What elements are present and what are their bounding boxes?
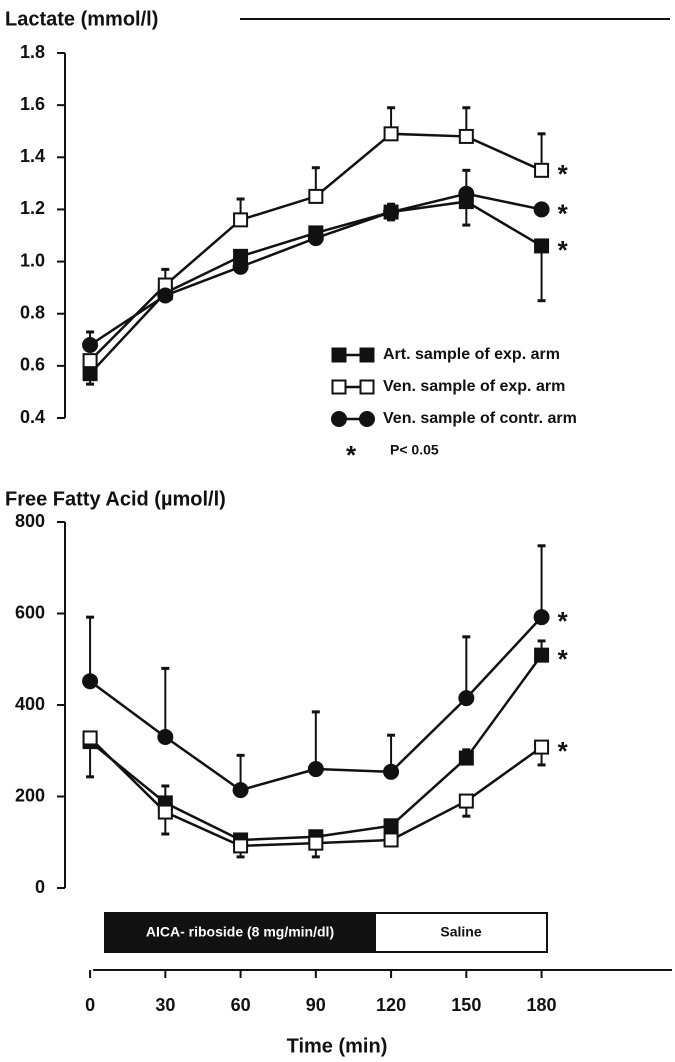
legend-label: P< 0.05 — [390, 442, 439, 458]
chart-title: Lactate (mmol/l) — [5, 8, 158, 30]
significance-marker: * — [558, 159, 569, 189]
legend-marker — [331, 347, 347, 363]
legend-marker — [331, 411, 347, 427]
marker — [534, 647, 550, 663]
y-tick-label: 200 — [15, 785, 45, 805]
legend-marker — [331, 379, 347, 395]
marker — [458, 690, 475, 707]
x-tick-label: 60 — [231, 995, 251, 1015]
legend-label: Ven. sample of exp. arm — [383, 378, 565, 395]
marker — [383, 126, 399, 142]
y-tick-label: 0 — [35, 877, 45, 897]
marker — [534, 162, 550, 178]
legend-marker: * — [346, 440, 357, 470]
marker — [82, 366, 98, 382]
y-tick-label: 0.6 — [20, 355, 45, 375]
significance-marker: * — [558, 736, 569, 766]
significance-marker: * — [558, 606, 569, 636]
marker — [232, 782, 249, 799]
y-tick-label: 1.2 — [20, 198, 45, 218]
x-tick-label: 180 — [527, 995, 557, 1015]
significance-marker: * — [558, 644, 569, 674]
series-line — [89, 192, 542, 347]
treatment-label: Saline — [440, 924, 481, 940]
marker — [307, 230, 324, 247]
marker — [232, 258, 249, 275]
y-tick-label: 1.6 — [20, 94, 45, 114]
y-tick-label: 800 — [15, 511, 45, 531]
marker — [383, 818, 399, 834]
marker — [383, 832, 399, 848]
marker — [533, 201, 550, 218]
marker — [82, 730, 98, 746]
significance-marker: * — [558, 198, 569, 228]
x-tick-label: 90 — [306, 995, 326, 1015]
marker — [533, 609, 550, 626]
marker — [383, 763, 400, 780]
x-tick-label: 150 — [451, 995, 481, 1015]
marker — [307, 761, 324, 778]
y-tick-label: 0.8 — [20, 302, 45, 322]
marker — [308, 188, 324, 204]
significance-marker: * — [558, 235, 569, 265]
y-tick-label: 1.4 — [20, 146, 45, 166]
marker — [383, 204, 400, 221]
marker — [82, 353, 98, 369]
marker — [157, 804, 173, 820]
y-tick-label: 1.8 — [20, 42, 45, 62]
marker — [458, 793, 474, 809]
y-tick-label: 1.0 — [20, 250, 45, 270]
legend-label: Ven. sample of contr. arm — [383, 410, 577, 427]
x-tick-label: 30 — [155, 995, 175, 1015]
marker — [233, 838, 249, 854]
marker — [233, 212, 249, 228]
marker — [308, 835, 324, 851]
marker — [82, 673, 99, 690]
y-tick-label: 400 — [15, 694, 45, 714]
marker — [82, 337, 99, 353]
legend-marker — [359, 347, 375, 363]
marker — [534, 238, 550, 254]
treatment-label: AICA- riboside (8 mg/min/dl) — [146, 924, 334, 940]
marker — [157, 729, 174, 746]
marker — [534, 739, 550, 755]
legend-marker — [359, 379, 375, 395]
marker — [458, 185, 475, 202]
y-tick-label: 600 — [15, 602, 45, 622]
y-tick-label: 0.4 — [20, 407, 45, 427]
legend-label: Art. sample of exp. arm — [383, 346, 560, 363]
x-tick-label: 0 — [85, 995, 95, 1015]
marker — [458, 128, 474, 144]
marker — [157, 287, 174, 304]
legend-marker — [359, 411, 375, 427]
x-tick-label: 120 — [376, 995, 406, 1015]
marker — [458, 750, 474, 766]
x-axis-label: Time (min) — [287, 1035, 388, 1057]
chart-title: Free Fatty Acid (µmol/l) — [5, 488, 226, 510]
treatment-bar — [374, 912, 548, 953]
